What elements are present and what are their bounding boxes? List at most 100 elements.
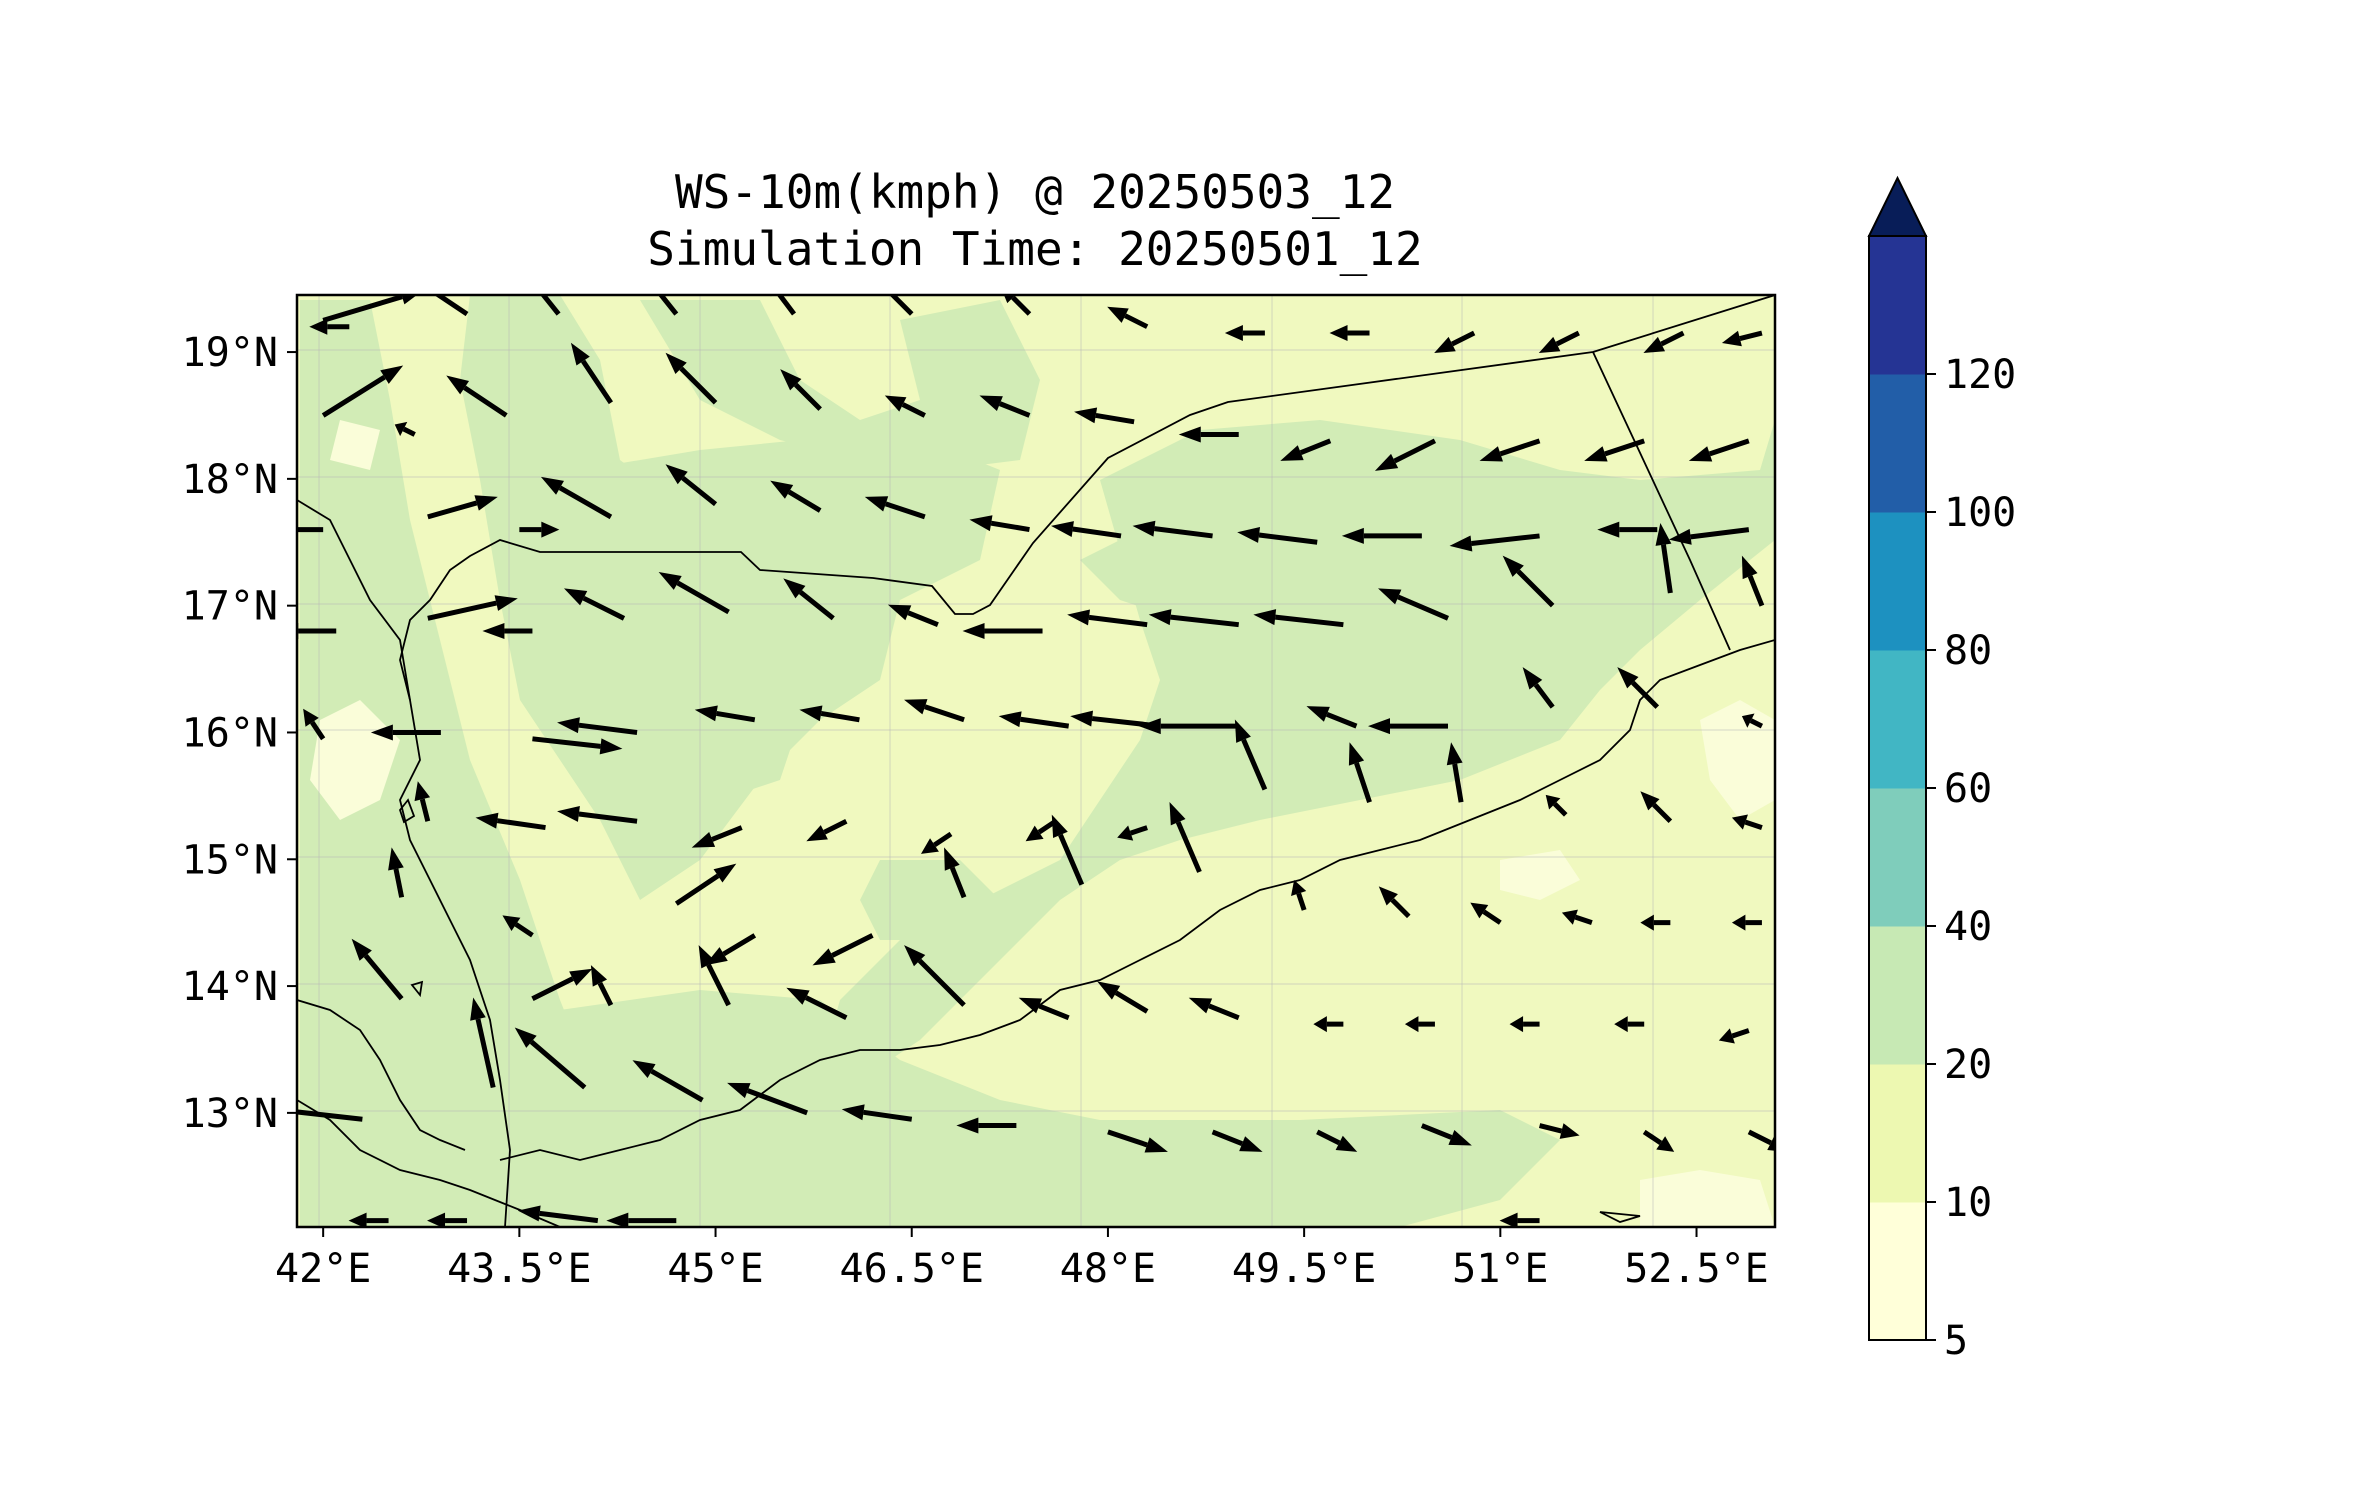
y-tick-label: 14°N [182, 964, 278, 1010]
gulf-of-aden-coast [499, 639, 1775, 1161]
wind-arrow [962, 623, 1043, 640]
x-tick-label: 46.5°E [839, 1246, 984, 1292]
wind-arrow [1169, 801, 1202, 873]
wind-arrow [1132, 520, 1213, 539]
wind-arrow [1374, 438, 1437, 471]
wind-arrow [1341, 527, 1422, 544]
y-axis-ticks: 19°N 18°N 17°N 16°N 15°N 14°N 13°N [182, 330, 297, 1137]
x-axis-ticks: 42°E 43.5°E 45°E 46.5°E 48°E 49.5°E 51°E 52.5°E [275, 1227, 1769, 1292]
wind-arrow [1138, 718, 1239, 735]
wind-arrow [1741, 713, 1764, 729]
x-tick-label: 43.5°E [447, 1246, 592, 1292]
wind-arrow [1449, 533, 1540, 552]
wind-arrow [1368, 718, 1449, 735]
wind-arrow [1253, 609, 1344, 628]
wind-arrow [1640, 791, 1673, 823]
wind-arrow [1721, 330, 1763, 347]
wind-arrow [1378, 588, 1449, 621]
wind-arrow [1688, 438, 1750, 462]
wind-arrow [969, 515, 1030, 533]
wind-arrow [799, 705, 860, 723]
colorbar-tick-label: 10 [1944, 1180, 1992, 1226]
wind-arrow [540, 476, 613, 520]
y-tick-label: 18°N [182, 457, 278, 503]
wind-arrow [1509, 1016, 1540, 1033]
map-panel [297, 295, 1775, 1227]
colorbar-tick-label: 100 [1944, 490, 2016, 536]
wind-arrow [1329, 325, 1370, 342]
wind-arrow [1316, 1129, 1358, 1152]
y-tick-label: 19°N [182, 330, 278, 376]
boundaries-and-coastlines [297, 295, 1775, 1227]
wind-arrow [665, 464, 718, 507]
wind-arrow [370, 724, 441, 741]
colorbar-segment [1869, 236, 1926, 375]
colorbar-segment [1869, 926, 1926, 1065]
colorbar-tick-label: 60 [1944, 766, 1992, 812]
wind-arrow [570, 342, 613, 405]
wind-arrow [1617, 667, 1660, 709]
colorbar-extend-arrow [1867, 175, 1928, 237]
wind-arrow [1234, 719, 1268, 791]
wind-arrow [351, 938, 404, 1001]
wind-arrow [1538, 330, 1580, 354]
wind-arrow [698, 945, 731, 1007]
wind-arrow [1306, 706, 1358, 729]
wind-arrow [998, 711, 1070, 729]
wind-arrow [1280, 438, 1332, 461]
wind-arrow [1470, 902, 1502, 925]
wind-arrow [1731, 914, 1762, 931]
colorbar-segment [1869, 788, 1926, 927]
wind-arrow [1420, 1123, 1472, 1146]
wind-arrow [1378, 886, 1411, 919]
wind-arrow [920, 831, 953, 854]
wind-arrow [1538, 1123, 1580, 1139]
y-tick-label: 17°N [182, 584, 278, 630]
wind-arrow [1499, 1212, 1540, 1227]
wind-arrow [482, 623, 533, 640]
wind-arrow [812, 933, 874, 966]
wind-arrow [1291, 879, 1307, 911]
title-line-2: Simulation Time: 20250501_12 [647, 222, 1422, 276]
wind-arrow [1188, 997, 1240, 1021]
x-tick-label: 42°E [275, 1246, 371, 1292]
wind-arrow [944, 847, 967, 899]
x-tick-label: 51°E [1452, 1246, 1548, 1292]
wind-arrow [475, 812, 546, 831]
wind-arrow [1067, 609, 1148, 628]
wind-arrow [956, 1117, 1017, 1134]
wind-arrow [841, 1104, 913, 1122]
wind-arrow [632, 1060, 704, 1103]
wind-arrow [783, 578, 835, 621]
red-sea-coast-west [297, 999, 466, 1151]
wind-arrow [427, 595, 518, 621]
wind-arrow [665, 352, 718, 405]
wind-arrow [414, 781, 431, 822]
wind-arrow [1747, 1129, 1775, 1151]
wind-arrow [1051, 521, 1122, 539]
wind-arrow [694, 705, 756, 723]
wind-arrow [1348, 742, 1372, 804]
wind-arrow [322, 295, 417, 323]
y-tick-label: 13°N [182, 1091, 278, 1137]
wind-arrow [1313, 1016, 1344, 1033]
wind-arrow [297, 1109, 363, 1122]
wind-arrow [1643, 330, 1685, 354]
colorbar-tick-label: 20 [1944, 1042, 1992, 1088]
wind-arrow [1117, 825, 1148, 841]
wind-arrow [1731, 814, 1763, 830]
wind-arrow [557, 806, 638, 824]
wind-arrow [1074, 407, 1135, 425]
wind-arrow [657, 295, 679, 316]
title-line-1: WS-10m(kmph) @ 20250503_12 [675, 165, 1395, 219]
wind-arrow [590, 965, 614, 1007]
colorbar-tick-label: 5 [1944, 1318, 1968, 1364]
wind-arrow [1237, 527, 1318, 545]
wind-arrow [1668, 527, 1750, 545]
wind-arrow [1446, 742, 1464, 803]
oman-saudi-border [1592, 295, 1775, 353]
wind-arrow [606, 1212, 677, 1227]
wind-arrow [1224, 325, 1265, 342]
wind-arrow [309, 318, 350, 335]
wind-arrow [780, 369, 822, 411]
